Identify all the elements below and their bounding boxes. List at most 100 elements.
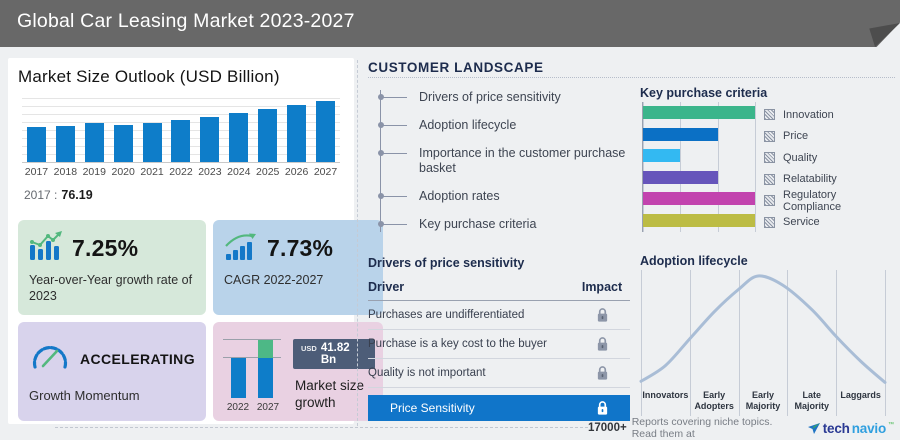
bar-cell: [22, 98, 51, 162]
x-label: 2022: [167, 166, 196, 178]
legend-item: Regulatory Compliance: [764, 190, 896, 212]
adoption-lifecycle-labels: InnovatorsEarly AdoptersEarly Majority La…: [641, 390, 885, 411]
bar-chart-trend-icon: [29, 231, 63, 266]
connector-line: [381, 224, 407, 225]
bar-2026: [287, 105, 306, 162]
key-purchase-criteria-legend: Innovation Price Quality RelatabilityRegula…: [764, 104, 896, 233]
momentum-value: ACCELERATING: [80, 351, 195, 367]
item-label: Adoption rates: [419, 189, 500, 203]
driver-label: Quality is not important: [368, 367, 486, 379]
x-label: 2021: [138, 166, 167, 178]
market-size-title: Market Size Outlook (USD Billion): [18, 67, 280, 87]
legend-marker-icon: [764, 131, 775, 142]
speedometer-icon: [29, 341, 71, 376]
mini-bar-growth-segment: [258, 340, 273, 358]
yoy-growth-label: Year-over-Year growth rate of 2023: [29, 273, 195, 304]
market-size-panel: Market Size Outlook (USD Billion) 201720…: [8, 58, 354, 424]
phase-label: Early Adopters: [690, 390, 739, 411]
footer-text: Reports covering niche topics. Read them…: [632, 416, 799, 440]
driver-row: Purchases are undifferentiated: [368, 301, 630, 330]
legend-marker-icon: [764, 217, 775, 228]
legend-item: Price: [764, 126, 896, 148]
callout-year: 2017 :: [24, 188, 57, 202]
usd-badge: USD 41.82 Bn: [293, 339, 375, 369]
phase-label: Laggards: [836, 390, 885, 411]
bar-cell: [195, 98, 224, 162]
driver-row: Quality is not important: [368, 359, 630, 388]
customer-landscape-list: Drivers of price sensitivity Adoption lif…: [380, 90, 632, 232]
momentum-label: Growth Momentum: [29, 388, 195, 404]
cagr-value: 7.73%: [267, 235, 333, 262]
bar-2023: [200, 117, 219, 162]
market-size-growth-label: Market size growth: [295, 377, 375, 411]
phase-label: Innovators: [641, 390, 690, 411]
driver-label: Purchase is a key cost to the buyer: [368, 338, 547, 350]
phase-label: Early Majority: [739, 390, 788, 411]
vertical-dashed-separator: [357, 60, 358, 426]
drivers-table: Driver Impact Purchases are undifferenti…: [368, 280, 630, 421]
stat-growth-momentum: ACCELERATING Growth Momentum: [18, 322, 206, 421]
col-impact: Impact: [574, 280, 630, 294]
x-label: 2024: [224, 166, 253, 178]
usd-badge-value: 41.82 Bn: [321, 342, 367, 366]
mini-growth-chart: 2022 2027: [223, 331, 283, 413]
legend-label: Service: [783, 216, 820, 228]
customer-landscape-item: Adoption rates: [381, 189, 632, 204]
bell-curve: [641, 270, 885, 392]
bullet-dot: [378, 122, 384, 128]
x-label: 2025: [253, 166, 282, 178]
drivers-table-title: Drivers of price sensitivity: [368, 256, 524, 270]
connector-line: [381, 196, 407, 197]
customer-landscape-item: Adoption lifecycle: [381, 118, 632, 133]
market-size-bar-chart: [22, 98, 340, 163]
mini-bar-2027: [258, 340, 273, 398]
bar-2020: [114, 125, 133, 162]
item-label: Adoption lifecycle: [419, 118, 516, 132]
col-driver: Driver: [368, 280, 404, 294]
brand-tech: tech: [823, 421, 850, 436]
bullet-dot: [378, 150, 384, 156]
connector-line: [381, 153, 407, 154]
bar-2025: [258, 109, 277, 162]
right-panel: Key purchase criteria Innovation Price Qua…: [638, 58, 896, 428]
item-label: Key purchase criteria: [419, 217, 536, 231]
x-label: 2018: [51, 166, 80, 178]
x-label: 2019: [80, 166, 109, 178]
stat-boxes: 7.25% Year-over-Year growth rate of 2023…: [18, 220, 344, 421]
legend-marker-icon: [764, 152, 775, 163]
bar-cell: [311, 98, 340, 162]
bar-quality: [643, 149, 680, 162]
legend-item: Relatability: [764, 169, 896, 191]
legend-item: Innovation: [764, 104, 896, 126]
chart-callout: 2017 :76.19: [24, 188, 93, 202]
legend-marker-icon: [764, 109, 775, 120]
footer: 17000+ Reports covering niche topics. Re…: [588, 419, 894, 437]
legend-label: Quality: [783, 152, 817, 164]
key-purchase-criteria-chart: [642, 102, 755, 232]
stat-yoy-growth: 7.25% Year-over-Year growth rate of 2023: [18, 220, 206, 315]
report-count: 17000+: [588, 422, 627, 434]
driver-row: Purchase is a key cost to the buyer: [368, 330, 630, 359]
cagr-label: CAGR 2022-2027: [224, 273, 372, 289]
customer-landscape-title: CUSTOMER LANDSCAPE: [368, 60, 544, 75]
bar-2018: [56, 126, 75, 162]
gridline: [755, 102, 756, 232]
item-label: Importance in the customer purchase bask…: [419, 146, 625, 175]
bar-2017: [27, 127, 46, 162]
legend-label: Regulatory Compliance: [783, 189, 896, 213]
customer-landscape-item: Drivers of price sensitivity: [381, 90, 632, 105]
lock-icon: [596, 307, 609, 323]
legend-marker-icon: [764, 174, 775, 185]
bullet-dot: [378, 221, 384, 227]
key-purchase-criteria-title: Key purchase criteria: [640, 86, 767, 100]
bar-2022: [171, 120, 190, 162]
legend-label: Innovation: [783, 109, 834, 121]
title-bar: Global Car Leasing Market 2023-2027: [0, 0, 900, 47]
gridline: [885, 270, 886, 416]
usd-badge-unit: USD: [301, 344, 317, 353]
x-label: 2020: [109, 166, 138, 178]
customer-landscape-item: Key purchase criteria: [381, 217, 632, 232]
x-label: 2027: [311, 166, 340, 178]
adoption-lifecycle-title: Adoption lifecycle: [640, 254, 748, 268]
bar-cell: [80, 98, 109, 162]
